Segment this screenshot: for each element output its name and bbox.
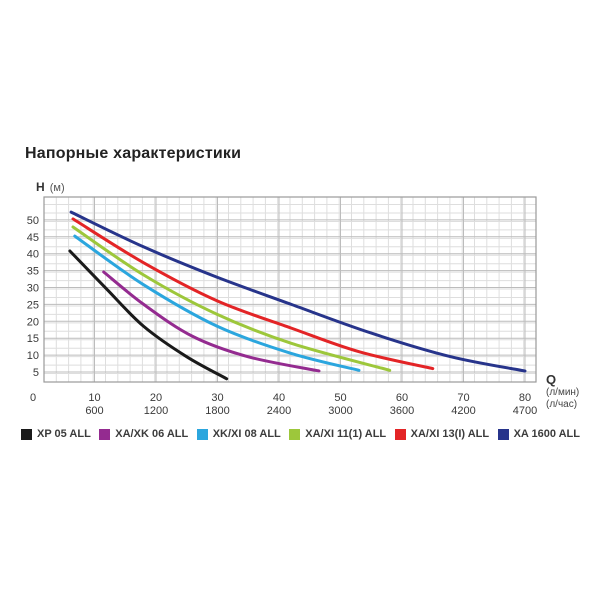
legend-swatch-icon <box>196 428 208 440</box>
legend-item: XK/XI 08 ALL <box>196 428 281 440</box>
legend-label: XA/XK 06 ALL <box>115 428 189 440</box>
x-tick-label-lmin: 0 <box>30 392 36 404</box>
x-tick-label-lhour: 4700 <box>513 405 537 417</box>
legend-swatch-icon <box>289 428 301 440</box>
x-axis-unit-lmin: (л/мин) <box>546 387 580 398</box>
curve-xk-xi-08-all <box>73 234 361 372</box>
legend-label: XA/XI 11(1) ALL <box>305 428 387 440</box>
x-tick-label-lmin: 10 <box>88 392 100 404</box>
y-tick-label: 45 <box>27 232 39 244</box>
x-tick-label-lmin: 70 <box>457 392 469 404</box>
legend-label: XK/XI 08 ALL <box>212 428 281 440</box>
y-tick-label: 25 <box>27 299 39 311</box>
plot-border <box>43 196 537 383</box>
x-tick-label-lhour: 2400 <box>267 405 291 417</box>
legend-swatch-icon <box>394 428 406 440</box>
y-tick-label: 5 <box>33 367 39 379</box>
curve-xa-1600-all <box>69 210 527 373</box>
curve-xp-05-all <box>68 249 229 381</box>
x-tick-label-lhour: 4200 <box>451 405 475 417</box>
x-tick-label-lhour: 600 <box>85 405 103 417</box>
legend: XP 05 ALL XA/XK 06 ALL XK/XI 08 ALL XA/XI 1… <box>21 428 580 440</box>
y-tick-label: 20 <box>27 316 39 328</box>
y-axis-unit: (м) <box>49 182 65 194</box>
y-tick-label: 15 <box>27 333 39 345</box>
legend-item: XA/XI 11(1) ALL <box>289 428 386 440</box>
y-axis-name: H <box>36 180 45 194</box>
legend-item: XA/XK 06 ALL <box>99 428 188 440</box>
legend-item: XP 05 ALL <box>21 428 91 440</box>
y-tick-label: 50 <box>27 215 39 227</box>
y-tick-label: 30 <box>27 283 39 295</box>
legend-label: XA 1600 ALL <box>513 428 580 440</box>
x-tick-label-lmin: 50 <box>334 392 346 404</box>
legend-item: XA/XI 13(I) ALL <box>394 428 490 440</box>
legend-swatch-icon <box>497 428 509 440</box>
legend-swatch-icon <box>21 428 32 440</box>
curve-xa-xi-11-1-all <box>71 225 392 372</box>
x-tick-label-lhour: 1800 <box>205 405 229 417</box>
legend-swatch-icon <box>99 428 111 440</box>
x-tick-label-lmin: 60 <box>396 392 408 404</box>
y-tick-label: 40 <box>27 249 39 261</box>
x-axis-unit-lhour: (л/час) <box>546 399 578 410</box>
curve-xa-xk-06-all <box>102 270 321 373</box>
y-tick-label: 35 <box>27 266 39 278</box>
x-tick-label-lhour: 3000 <box>328 405 352 417</box>
chart-title: Напорные характеристики <box>25 145 242 162</box>
x-axis-name: Q <box>546 372 557 387</box>
x-tick-label-lmin: 20 <box>150 392 162 404</box>
x-tick-label-lmin: 40 <box>273 392 285 404</box>
x-tick-label-lmin: 30 <box>211 392 223 404</box>
curve-xa-xi-13-i-all <box>71 217 435 371</box>
legend-label: XP 05 ALL <box>37 428 91 440</box>
x-tick-label-lhour: 3600 <box>390 405 414 417</box>
x-axis-label: Q (л/мин) (л/час) <box>546 372 580 411</box>
legend-item: XA 1600 ALL <box>497 428 580 440</box>
y-tick-label: 10 <box>27 350 39 362</box>
x-tick-label-lmin: 80 <box>519 392 531 404</box>
y-axis-label: H (м) <box>36 180 65 194</box>
x-tick-label-lhour: 1200 <box>144 405 168 417</box>
legend-label: XA/XI 13(I) ALL <box>410 428 490 440</box>
